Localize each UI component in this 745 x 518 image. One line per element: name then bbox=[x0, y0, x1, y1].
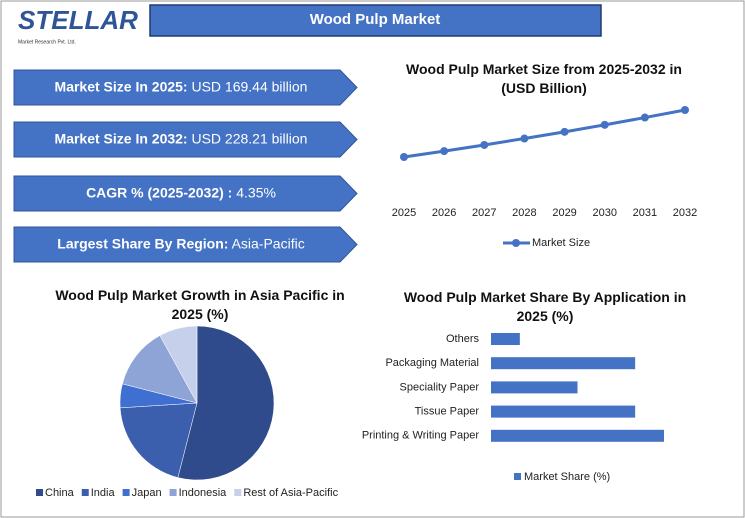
y-tick-label: Tissue Paper bbox=[415, 406, 480, 418]
chart-title: Wood Pulp Market Size from 2025-2032 in … bbox=[406, 61, 682, 96]
x-tick-label: 2028 bbox=[512, 207, 536, 219]
pie-slice bbox=[122, 335, 198, 404]
pie-slice bbox=[177, 325, 275, 481]
title-box bbox=[149, 4, 602, 37]
marker bbox=[560, 127, 569, 136]
x-tick-label: 2031 bbox=[633, 207, 657, 219]
stat-value: 4.35% bbox=[236, 184, 276, 200]
legend-label: Market Share (%) bbox=[524, 471, 610, 483]
chart-title: Wood Pulp Market Growth in Asia Pacific … bbox=[55, 287, 345, 322]
stat-box bbox=[13, 69, 358, 106]
legend-swatch bbox=[234, 489, 242, 496]
legend-swatch bbox=[122, 489, 130, 496]
marker bbox=[640, 113, 649, 122]
bar bbox=[491, 333, 520, 345]
logo-name: STELLAR bbox=[18, 5, 138, 35]
stat-value: Asia-Pacific bbox=[232, 235, 305, 251]
stat-text: Market Size In 2025: USD 169.44 billion bbox=[55, 78, 308, 94]
bar bbox=[491, 429, 664, 442]
legend-swatch bbox=[36, 489, 43, 496]
x-tick-label: 2030 bbox=[592, 207, 616, 219]
legend-label: China bbox=[45, 487, 75, 499]
y-tick-label: Speciality Paper bbox=[400, 381, 480, 393]
chart-title: Wood Pulp Market Share By Application in… bbox=[403, 289, 687, 324]
stat-box bbox=[13, 175, 358, 212]
x-tick-label: 2026 bbox=[432, 207, 456, 219]
legend-label: Indonesia bbox=[179, 487, 228, 499]
stat-box bbox=[13, 226, 358, 263]
stat-value: USD 169.44 billion bbox=[191, 78, 307, 94]
logo-tagline: Market Research Pvt. Ltd. bbox=[18, 39, 76, 45]
page-title: Wood Pulp Market bbox=[310, 11, 441, 28]
legend-marker bbox=[512, 239, 520, 247]
legend-label: Rest of Asia-Pacific bbox=[243, 487, 338, 499]
pie-slice bbox=[159, 325, 198, 404]
legend-swatch bbox=[514, 473, 521, 480]
stat-value: USD 228.21 billion bbox=[191, 130, 307, 146]
legend-swatch bbox=[81, 489, 89, 496]
marker bbox=[681, 106, 689, 114]
marker bbox=[440, 147, 449, 156]
stat-label: Market Size In 2032: bbox=[55, 130, 188, 146]
stat-label: Largest Share By Region: bbox=[57, 235, 228, 251]
bar bbox=[491, 381, 578, 394]
x-tick-label: 2032 bbox=[673, 207, 697, 219]
marker bbox=[400, 153, 408, 161]
bar bbox=[491, 357, 636, 370]
pie-slice bbox=[119, 402, 198, 478]
marker bbox=[480, 140, 489, 149]
stat-box bbox=[13, 121, 358, 158]
marker bbox=[600, 120, 609, 129]
x-tick-label: 2029 bbox=[552, 207, 576, 219]
legend-label: Japan bbox=[132, 487, 162, 499]
y-tick-label: Printing & Writing Paper bbox=[362, 430, 480, 442]
stat-label: CAGR % (2025-2032) : bbox=[86, 184, 232, 200]
stat-text: Market Size In 2032: USD 228.21 billion bbox=[55, 130, 308, 146]
stat-label: Market Size In 2025: bbox=[55, 78, 188, 94]
y-tick-label: Others bbox=[446, 333, 480, 345]
legend-label: India bbox=[91, 487, 116, 499]
marker bbox=[520, 134, 529, 143]
legend-swatch bbox=[169, 489, 177, 496]
x-tick-label: 2025 bbox=[392, 207, 416, 219]
bar bbox=[491, 405, 636, 418]
stat-text: CAGR % (2025-2032) : 4.35% bbox=[86, 184, 276, 200]
y-tick-label: Packaging Material bbox=[385, 357, 479, 369]
stat-text: Largest Share By Region: Asia-Pacific bbox=[57, 235, 304, 251]
x-tick-label: 2027 bbox=[472, 207, 496, 219]
legend-label: Market Size bbox=[532, 237, 590, 249]
line bbox=[403, 108, 686, 159]
